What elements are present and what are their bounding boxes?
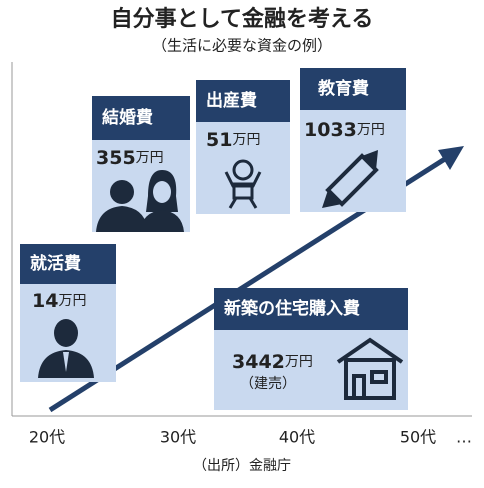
amount: 51 [206,129,232,151]
card-label: 就活費 [30,253,81,274]
arrow-head [438,146,464,170]
card-label: 結婚費 [102,107,153,128]
baby-icon [224,159,262,209]
card-label: 出産費 [206,90,257,111]
amount: 3442 [232,351,285,373]
amount: 355 [96,147,136,169]
card-note: （建売） [240,376,296,392]
card-amount: 14万円 [32,290,86,312]
person-icon [38,319,94,378]
card-amount: 1033万円 [304,119,385,141]
unit: 万円 [285,354,313,370]
card-amount: 355万円 [96,147,164,169]
card-header [214,288,408,330]
unit: 万円 [58,293,86,309]
source: （出所）金融庁 [193,458,291,474]
axis-label: 40代 [279,428,315,447]
title: 自分事として金融を考える [111,6,374,32]
card-header [196,80,290,122]
card-amount: 3442万円 [232,351,313,373]
house-icon [336,337,404,400]
axis-label: 50代 [400,428,436,447]
axis-label: 30代 [160,428,196,447]
axis-label: … [456,428,472,447]
unit: 万円 [232,132,260,148]
couple-icon [96,170,184,232]
card-header [300,68,406,110]
subtitle: （生活に必要な資金の例） [152,37,332,55]
amount: 1033 [304,119,357,141]
card-label: 新築の住宅購入費 [224,298,360,319]
pencil-icon [322,150,379,208]
card-header [92,96,190,140]
card-label: 教育費 [317,78,369,99]
card-amount: 51万円 [206,129,260,151]
unit: 万円 [136,150,164,166]
unit: 万円 [357,122,385,138]
card-header [20,244,116,284]
amount: 14 [32,290,58,312]
axis-label: 20代 [29,428,65,447]
